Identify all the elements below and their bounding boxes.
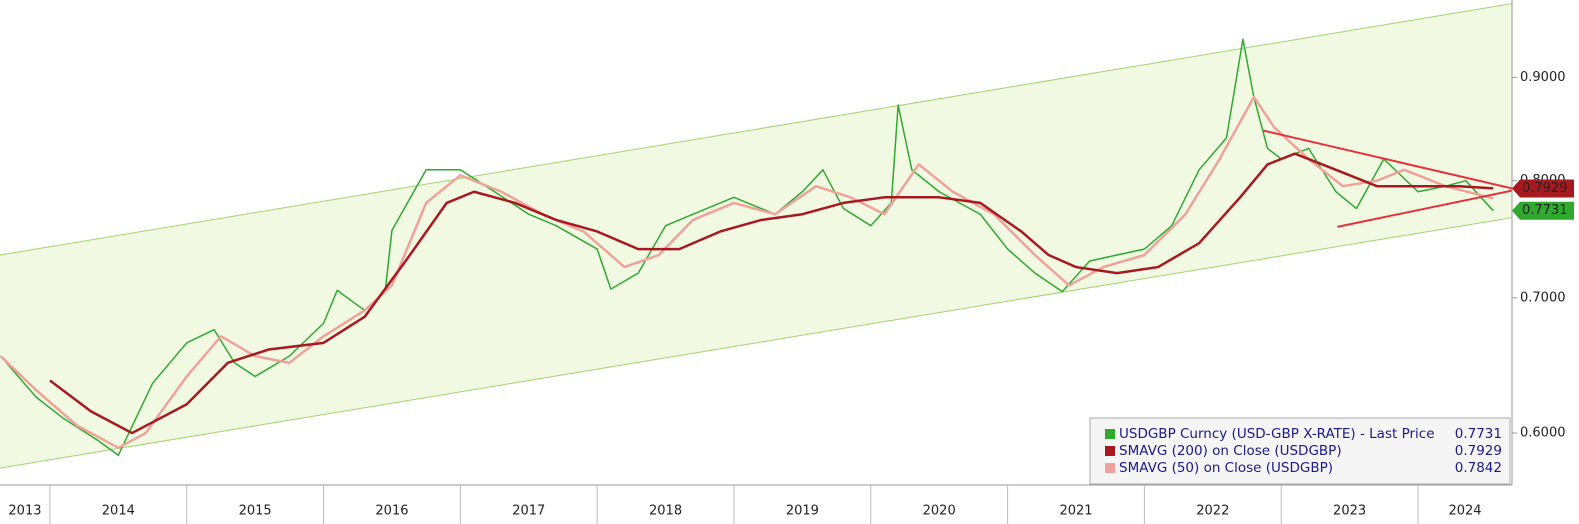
series-line: [49, 152, 1494, 435]
y-tick-label: 0.9000: [1520, 70, 1566, 85]
trend-line: [1263, 129, 1512, 190]
x-tick-label: 2024: [1448, 504, 1481, 519]
legend: USDGBP Curncy (USD-GBP X-RATE) - Last Pr…: [1089, 417, 1511, 485]
legend-label: USDGBP Curncy (USD-GBP X-RATE) - Last Pr…: [1119, 426, 1435, 442]
channel-line: [0, 217, 1512, 469]
series-line: [0, 95, 1494, 450]
legend-box: [1089, 417, 1511, 485]
legend-value: 0.7929: [1455, 443, 1502, 459]
x-tick-label: 2020: [923, 504, 956, 519]
x-tick-label: 2016: [375, 504, 408, 519]
x-tick-label: 2013: [8, 504, 41, 519]
channel-line: [0, 3, 1512, 256]
last-value-tag: [1512, 179, 1574, 198]
legend-swatch: [1105, 463, 1115, 473]
x-tick-label: 2019: [786, 504, 819, 519]
plot-area: [0, 3, 1512, 469]
trend-line: [1337, 189, 1512, 228]
legend-swatch: [1105, 429, 1115, 439]
legend-value: 0.7731: [1455, 426, 1502, 442]
channel-fill: [0, 3, 1512, 469]
series-line: [0, 38, 1494, 457]
x-tick-label: 2018: [649, 504, 682, 519]
last-value-label: 0.7731: [1522, 203, 1568, 218]
x-tick-label: 2021: [1059, 504, 1092, 519]
legend-value: 0.7842: [1455, 460, 1502, 476]
last-value-tag: [1512, 201, 1574, 220]
legend-swatch: [1105, 446, 1115, 456]
x-tick-label: 2022: [1196, 504, 1229, 519]
legend-label: SMAVG (50) on Close (USDGBP): [1119, 460, 1333, 476]
x-tick-label: 2017: [512, 504, 545, 519]
x-tick-label: 2014: [102, 504, 135, 519]
last-value-label: 0.7929: [1522, 181, 1568, 196]
x-tick-label: 2015: [239, 504, 272, 519]
y-tick-label: 0.7000: [1520, 290, 1566, 305]
x-tick-label: 2023: [1333, 504, 1366, 519]
legend-label: SMAVG (200) on Close (USDGBP): [1119, 443, 1342, 459]
y-tick-label: 0.6000: [1520, 426, 1566, 441]
